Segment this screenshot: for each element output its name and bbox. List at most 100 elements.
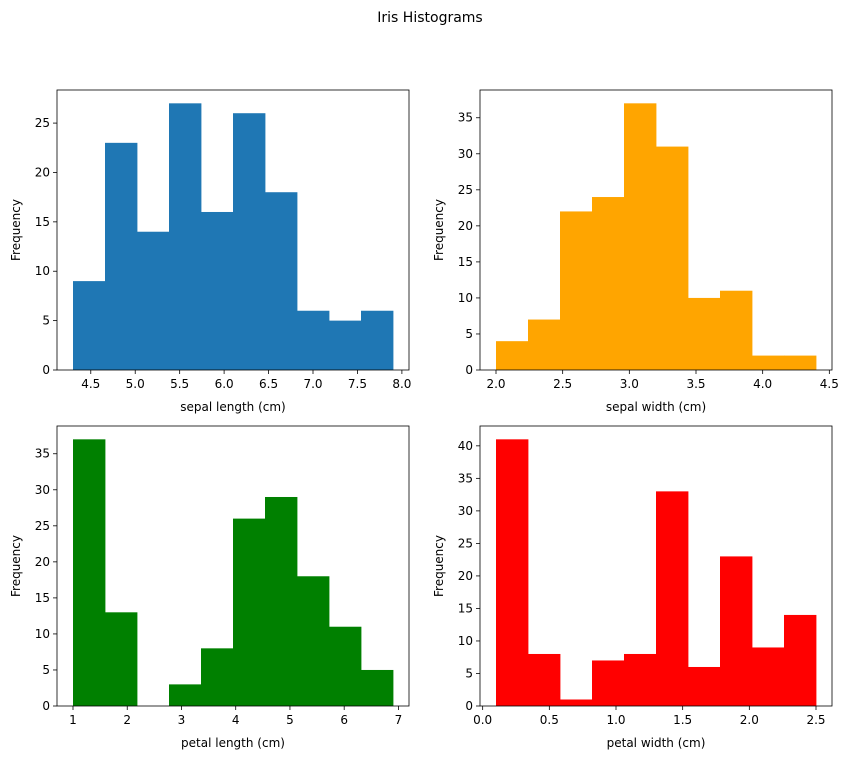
x-tick-label-petal-width-4: 2.0 bbox=[740, 713, 759, 727]
x-tick-label-sepal-length-3: 6.0 bbox=[215, 377, 234, 391]
x-axis-label-petal-width: petal width (cm) bbox=[607, 736, 706, 750]
y-tick-label-sepal-length-0: 0 bbox=[42, 363, 50, 377]
y-tick-label-sepal-width-2: 10 bbox=[458, 291, 473, 305]
x-tick-label-petal-width-1: 0.5 bbox=[540, 713, 559, 727]
bar-sepal-length-6 bbox=[265, 192, 298, 370]
bar-sepal-width-3 bbox=[592, 197, 625, 370]
y-tick-label-sepal-width-5: 25 bbox=[458, 183, 473, 197]
bar-sepal-width-1 bbox=[528, 319, 561, 370]
y-tick-label-sepal-width-0: 0 bbox=[465, 363, 473, 377]
bar-petal-length-9 bbox=[361, 669, 394, 706]
bar-petal-length-6 bbox=[265, 496, 298, 706]
y-tick-label-sepal-width-7: 35 bbox=[458, 111, 473, 125]
x-tick-label-petal-length-6: 7 bbox=[395, 713, 403, 727]
y-tick-label-petal-length-3: 15 bbox=[35, 591, 50, 605]
x-tick-label-sepal-length-6: 7.5 bbox=[348, 377, 367, 391]
x-tick-label-petal-width-5: 2.5 bbox=[806, 713, 825, 727]
x-tick-label-sepal-length-1: 5.0 bbox=[126, 377, 145, 391]
bar-sepal-length-2 bbox=[137, 231, 170, 370]
bar-petal-length-3 bbox=[169, 684, 202, 706]
bar-sepal-width-2 bbox=[560, 211, 593, 370]
x-tick-label-petal-length-1: 2 bbox=[123, 713, 131, 727]
bar-sepal-width-8 bbox=[752, 355, 785, 370]
x-tick-label-sepal-length-5: 7.0 bbox=[303, 377, 322, 391]
bars-petal-width bbox=[496, 439, 817, 706]
axes-frame-petal-width bbox=[479, 425, 833, 707]
bar-petal-width-6 bbox=[688, 666, 721, 706]
x-tick-label-sepal-width-1: 2.5 bbox=[553, 377, 572, 391]
bar-sepal-length-3 bbox=[169, 103, 202, 370]
x-tick-label-petal-width-3: 1.5 bbox=[673, 713, 692, 727]
bar-sepal-width-0 bbox=[496, 341, 529, 370]
x-tick-label-sepal-width-2: 3.0 bbox=[620, 377, 639, 391]
y-tick-label-petal-length-0: 0 bbox=[42, 699, 50, 713]
axes-frame-sepal-width bbox=[479, 89, 833, 371]
bar-petal-width-8 bbox=[752, 647, 785, 706]
y-tick-label-petal-width-8: 40 bbox=[458, 439, 473, 453]
y-axis-label-petal-width: Frequency bbox=[432, 535, 446, 597]
bar-petal-width-3 bbox=[592, 660, 625, 706]
y-tick-label-sepal-width-3: 15 bbox=[458, 255, 473, 269]
bar-sepal-width-5 bbox=[656, 146, 689, 370]
x-axis-label-sepal-width: sepal width (cm) bbox=[606, 400, 706, 414]
x-tick-label-petal-length-0: 1 bbox=[69, 713, 77, 727]
axes-frame-petal-length bbox=[56, 425, 410, 707]
x-tick-label-sepal-width-5: 4.5 bbox=[820, 377, 839, 391]
bar-sepal-length-5 bbox=[233, 113, 266, 371]
y-tick-label-petal-width-1: 5 bbox=[465, 666, 473, 680]
subplot-grid: 4.5 5.0 5.5 6.0 6.5 7.0 7.5 8.00510152025sepal … bbox=[9, 89, 839, 750]
x-tick-label-sepal-width-4: 4.0 bbox=[753, 377, 772, 391]
bar-petal-width-5 bbox=[656, 491, 689, 706]
figure-title: Iris Histograms bbox=[377, 10, 482, 26]
x-tick-label-petal-width-2: 1.0 bbox=[606, 713, 625, 727]
y-tick-label-sepal-length-4: 20 bbox=[35, 165, 50, 179]
panel-sepal-length: 4.5 5.0 5.5 6.0 6.5 7.0 7.5 8.0 0 5 10 15 20 25 sepal … bbox=[9, 89, 411, 414]
bars-petal-length bbox=[73, 439, 394, 706]
panel-petal-width: 0.0 0.5 1.0 1.5 2.0 2.5 0 5 10 15 20 25 30 35 40 petal … bbox=[432, 425, 833, 750]
axes-frame-sepal-length bbox=[56, 89, 410, 371]
y-tick-label-petal-length-7: 35 bbox=[35, 447, 50, 461]
x-tick-label-sepal-width-3: 3.5 bbox=[686, 377, 705, 391]
bar-petal-length-5 bbox=[233, 518, 266, 706]
x-tick-label-petal-length-2: 3 bbox=[178, 713, 186, 727]
x-tick-label-petal-length-5: 6 bbox=[340, 713, 348, 727]
x-tick-label-sepal-length-4: 6.5 bbox=[259, 377, 278, 391]
x-axis-label-petal-length: petal length (cm) bbox=[181, 736, 285, 750]
bar-sepal-width-9 bbox=[784, 355, 817, 370]
x-tick-label-petal-length-4: 5 bbox=[286, 713, 294, 727]
bar-sepal-length-0 bbox=[73, 281, 106, 370]
y-tick-label-sepal-length-1: 5 bbox=[42, 314, 50, 328]
x-tick-label-sepal-length-2: 5.5 bbox=[170, 377, 189, 391]
x-tick-label-sepal-width-0: 2.0 bbox=[486, 377, 505, 391]
bars-sepal-width bbox=[496, 103, 817, 370]
bar-sepal-length-8 bbox=[329, 320, 362, 370]
bar-petal-length-4 bbox=[201, 648, 234, 706]
bar-petal-length-0 bbox=[73, 439, 106, 706]
y-tick-label-sepal-width-4: 20 bbox=[458, 219, 473, 233]
bar-petal-width-4 bbox=[624, 653, 657, 706]
bar-sepal-length-7 bbox=[297, 310, 330, 370]
y-tick-label-sepal-length-2: 10 bbox=[35, 264, 50, 278]
bar-petal-width-7 bbox=[720, 556, 753, 706]
bar-petal-width-1 bbox=[528, 653, 561, 706]
bar-petal-width-9 bbox=[784, 614, 817, 706]
bar-petal-width-0 bbox=[496, 439, 529, 706]
y-tick-label-petal-length-4: 20 bbox=[35, 555, 50, 569]
bars-sepal-length bbox=[73, 103, 394, 371]
y-tick-label-petal-width-3: 15 bbox=[458, 601, 473, 615]
y-axis-label-sepal-width: Frequency bbox=[432, 199, 446, 261]
bar-petal-width-2 bbox=[560, 699, 593, 706]
y-axis-label-petal-length: Frequency bbox=[9, 535, 23, 597]
bar-petal-length-1 bbox=[105, 612, 138, 706]
y-tick-label-petal-width-7: 35 bbox=[458, 471, 473, 485]
panel-sepal-width: 2.0 2.5 3.0 3.5 4.0 4.5 0 5 10 15 20 25 30 35 sepal wi… bbox=[432, 89, 839, 414]
y-axis-label-sepal-length: Frequency bbox=[9, 199, 23, 261]
y-tick-label-petal-width-2: 10 bbox=[458, 634, 473, 648]
y-tick-label-petal-length-1: 5 bbox=[42, 663, 50, 677]
x-tick-label-sepal-length-0: 4.5 bbox=[81, 377, 100, 391]
panel-petal-length: 1 2 3 4 5 6 7 0 5 10 15 20 25 30 35 petal length (cm) Fr… bbox=[9, 425, 410, 750]
y-tick-label-petal-width-6: 30 bbox=[458, 504, 473, 518]
x-tick-label-petal-width-0: 0.0 bbox=[473, 713, 492, 727]
